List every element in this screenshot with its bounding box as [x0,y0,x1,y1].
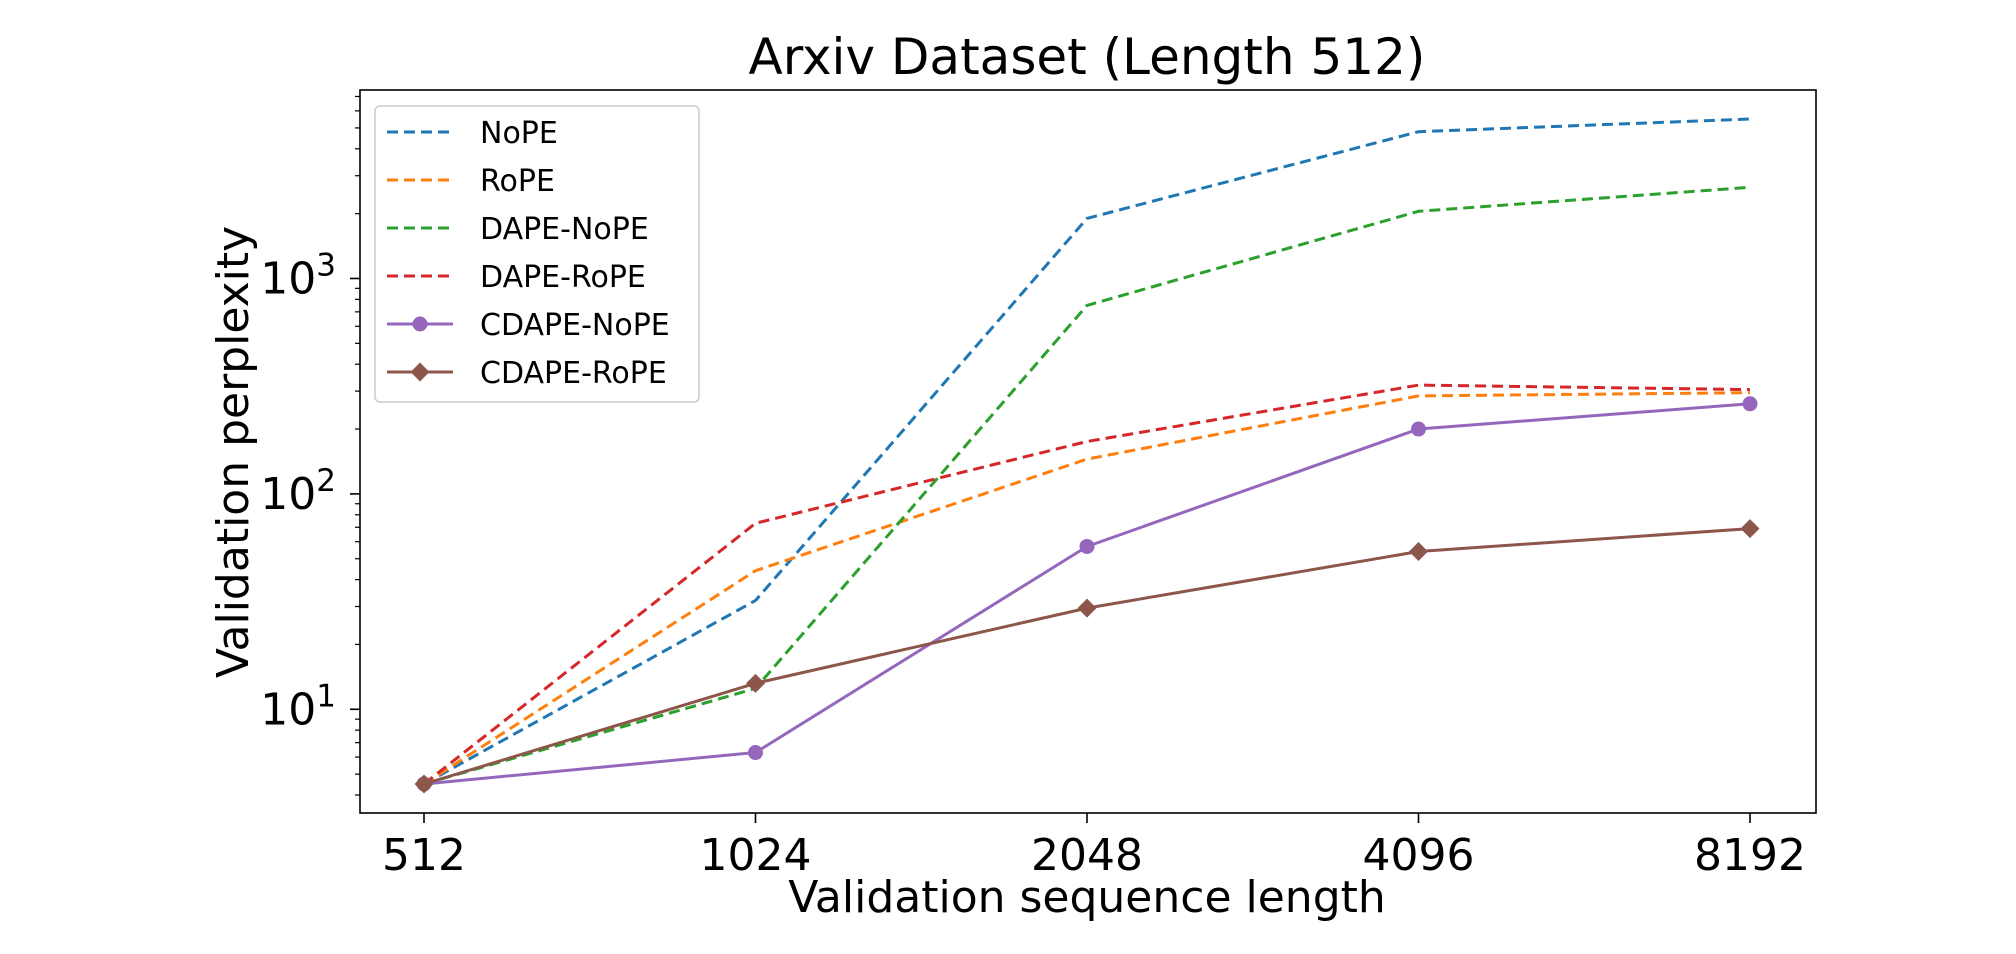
data-point-cdape-rope [1077,598,1097,618]
series-line-rope [423,391,1751,786]
series-cdape-rope [414,519,1760,794]
x-axis-ticks: 512 1024 2048 4096 8192 [382,813,1806,881]
legend-item-rope: RoPE [387,164,555,199]
legend-item-cdape-nope: CDAPE-NoPE [387,308,670,343]
series-line-dape-rope [423,383,1751,786]
chart-title: Arxiv Dataset (Length 512) [749,28,1426,86]
data-point-cdape-rope [1409,542,1428,562]
x-tick-label: 512 [382,830,466,881]
legend-box [374,105,700,403]
legend-marker [412,316,428,332]
data-point-cdape-rope [746,673,765,693]
legend-item-nope: NoPE [387,116,558,151]
legend-marker [410,362,430,382]
x-tick-label: 8192 [1694,830,1806,881]
legend-label: NoPE [480,116,558,151]
series-cdape-nope [416,396,1758,792]
data-point-cdape-nope [1079,538,1095,554]
data-point-cdape-nope [1742,396,1758,412]
legend-label: RoPE [480,164,555,199]
legend-item-cdape-rope: CDAPE-RoPE [387,356,667,391]
y-tick-label: 102 [260,463,336,520]
legend-label: DAPE-NoPE [480,212,649,247]
y-minor-ticks [355,95,360,796]
legend-item-dape-nope: DAPE-NoPE [387,212,649,247]
x-tick-label: 4096 [1363,830,1475,881]
legend-label: CDAPE-NoPE [480,308,670,343]
data-point-cdape-rope [414,774,434,794]
x-tick-label: 2048 [1031,830,1143,881]
legend-label: CDAPE-RoPE [480,356,667,391]
legend: NoPE RoPE DAPE-NoPE DAPE-RoPE CDAPE-NoPE CDAP… [374,105,700,403]
series-nope [423,117,1751,786]
x-axis-label: Validation sequence length [788,872,1386,923]
legend-item-dape-rope: DAPE-RoPE [387,260,646,295]
data-point-cdape-nope [1411,421,1426,437]
series-dape-rope [423,383,1751,786]
y-tick-label: 101 [260,678,336,735]
y-tick-label: 103 [260,247,336,304]
series-layer [414,117,1760,794]
x-tick-label: 1024 [700,830,812,881]
series-dape-nope [423,185,1751,786]
y-axis-ticks: 101 102 103 [260,247,360,735]
series-line-nope [423,117,1751,786]
series-rope [423,391,1751,786]
series-line-dape-nope [423,185,1751,786]
data-point-cdape-rope [1740,519,1760,539]
data-point-cdape-nope [748,745,763,761]
y-axis-label: Validation perplexity [208,226,259,678]
legend-label: DAPE-RoPE [480,260,646,295]
